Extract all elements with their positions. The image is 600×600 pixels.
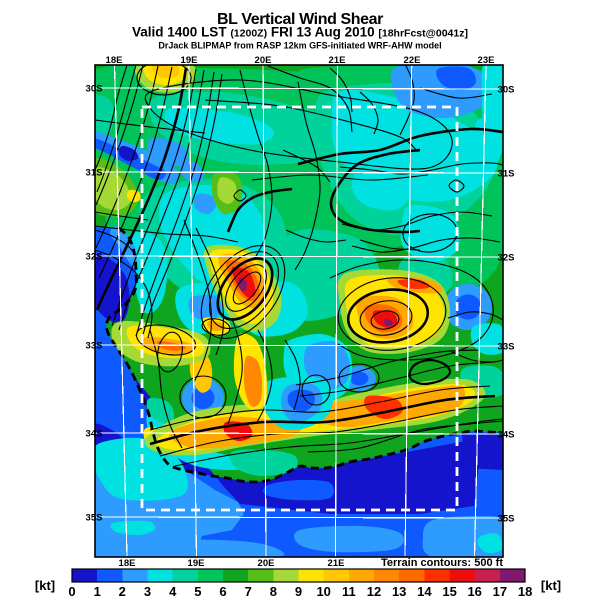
svg-text:21E: 21E xyxy=(328,558,345,569)
svg-text:DrJack BLIPMAP from RASP 12km: DrJack BLIPMAP from RASP 12km GFS-initia… xyxy=(158,41,441,51)
svg-text:7: 7 xyxy=(245,584,252,599)
svg-text:3: 3 xyxy=(144,584,151,599)
svg-text:32S: 32S xyxy=(86,252,103,263)
svg-text:34S: 34S xyxy=(86,429,103,440)
svg-text:23E: 23E xyxy=(478,55,495,66)
svg-text:18E: 18E xyxy=(106,55,123,66)
svg-text:35S: 35S xyxy=(498,514,515,525)
svg-text:5: 5 xyxy=(194,584,201,599)
svg-text:11: 11 xyxy=(342,584,356,599)
svg-text:33S: 33S xyxy=(86,341,103,352)
svg-text:0: 0 xyxy=(68,584,75,599)
svg-text:35S: 35S xyxy=(86,513,103,524)
svg-text:34S: 34S xyxy=(498,430,515,441)
svg-text:22E: 22E xyxy=(404,55,421,66)
svg-text:15: 15 xyxy=(442,584,456,599)
svg-text:19E: 19E xyxy=(181,55,198,66)
svg-text:17: 17 xyxy=(493,584,507,599)
svg-text:14: 14 xyxy=(417,584,432,599)
svg-text:10: 10 xyxy=(316,584,330,599)
svg-text:19E: 19E xyxy=(188,558,205,569)
svg-text:4: 4 xyxy=(169,584,177,599)
svg-text:16: 16 xyxy=(467,584,481,599)
svg-text:8: 8 xyxy=(270,584,277,599)
svg-text:21E: 21E xyxy=(329,55,346,66)
svg-text:30S: 30S xyxy=(86,84,103,95)
svg-text:20E: 20E xyxy=(255,55,272,66)
svg-text:30S: 30S xyxy=(498,85,515,96)
svg-text:6: 6 xyxy=(219,584,226,599)
svg-text:1: 1 xyxy=(94,584,101,599)
svg-text:Terrain contours: 500 ft: Terrain contours: 500 ft xyxy=(381,557,503,569)
svg-text:31S: 31S xyxy=(498,169,515,180)
svg-text:[kt]: [kt] xyxy=(541,578,561,593)
svg-text:20E: 20E xyxy=(258,558,275,569)
svg-text:9: 9 xyxy=(295,584,302,599)
svg-text:32S: 32S xyxy=(498,253,515,264)
svg-text:31S: 31S xyxy=(86,168,103,179)
svg-text:[kt]: [kt] xyxy=(35,578,55,593)
svg-text:33S: 33S xyxy=(498,342,515,353)
svg-text:13: 13 xyxy=(392,584,406,599)
svg-text:12: 12 xyxy=(367,584,381,599)
svg-text:Valid 1400 LST (1200Z) FRI 13: Valid 1400 LST (1200Z) FRI 13 Aug 2010 [… xyxy=(132,25,468,40)
svg-text:18: 18 xyxy=(518,584,532,599)
svg-text:2: 2 xyxy=(119,584,126,599)
svg-text:18E: 18E xyxy=(119,558,136,569)
svg-text:BL Vertical Wind Shear: BL Vertical Wind Shear xyxy=(217,11,383,28)
